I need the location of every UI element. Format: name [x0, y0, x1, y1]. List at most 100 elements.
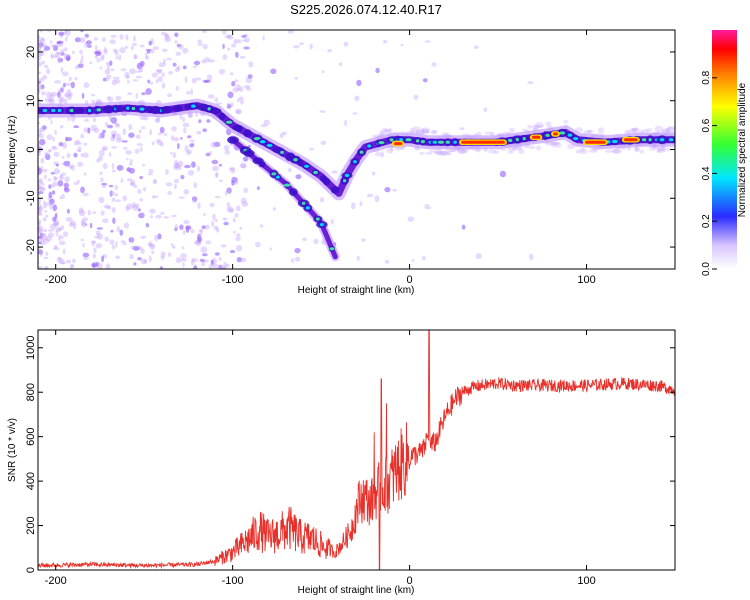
- noise-speckle: [127, 92, 133, 96]
- noise-speckle: [386, 148, 394, 154]
- noise-speckle: [440, 151, 447, 157]
- noise-speckle: [240, 197, 247, 205]
- noise-speckle: [154, 118, 160, 123]
- noise-speckle: [612, 148, 622, 154]
- noise-speckle: [54, 129, 57, 135]
- noise-speckle: [124, 71, 130, 79]
- noise-speckle: [180, 174, 185, 180]
- noise-speckle: [68, 164, 74, 169]
- noise-speckle: [42, 228, 48, 233]
- noise-speckle: [597, 127, 605, 133]
- noise-speckle: [215, 171, 219, 178]
- noise-speckle: [430, 130, 438, 135]
- noise-speckle: [48, 191, 53, 199]
- noise-speckle: [172, 62, 177, 67]
- noise-speckle: [39, 138, 46, 146]
- colorbar: 0.0 0.2 0.4 0.6 0.8 Normalized spectral ampl…: [701, 30, 748, 276]
- noise-speckle: [151, 141, 155, 146]
- noise-speckle: [89, 61, 93, 65]
- noise-speckle: [185, 225, 192, 230]
- noise-speckle: [197, 42, 203, 46]
- noise-speckle: [134, 55, 137, 60]
- noise-speckle: [416, 131, 425, 135]
- noise-speckle: [654, 125, 664, 132]
- noise-speckle: [79, 209, 86, 217]
- noise-speckle: [140, 146, 143, 153]
- noise-speckle: [43, 256, 49, 260]
- noise-speckle: [38, 207, 41, 211]
- noise-speckle: [142, 163, 145, 167]
- noise-speckle: [61, 193, 65, 200]
- noise-speckle: [202, 79, 209, 83]
- noise-speckle: [528, 145, 536, 150]
- noise-speckle: [38, 228, 43, 234]
- noise-speckle: [111, 197, 116, 202]
- noise-speckle: [93, 128, 100, 133]
- noise-speckle: [225, 263, 230, 268]
- noise-speckle: [65, 56, 71, 61]
- noise-speckle: [175, 162, 179, 169]
- noise-speckle: [200, 246, 208, 253]
- ridge-core: [266, 143, 273, 148]
- ridge-core: [378, 141, 385, 145]
- noise-speckle: [493, 150, 499, 155]
- x-tick-label: -200: [45, 274, 67, 286]
- noise-speckle: [330, 218, 334, 225]
- noise-speckle: [59, 49, 65, 53]
- noise-speckle: [38, 249, 43, 255]
- noise-speckle: [87, 127, 91, 134]
- noise-speckle: [419, 151, 425, 156]
- noise-speckle: [240, 98, 244, 105]
- noise-speckle: [125, 205, 130, 212]
- noise-speckle: [80, 186, 85, 194]
- noise-speckle: [84, 118, 89, 122]
- noise-speckle: [65, 259, 72, 264]
- noise-speckle: [290, 258, 295, 263]
- noise-speckle: [58, 234, 61, 242]
- noise-speckle: [155, 214, 162, 219]
- ridge-blob: [289, 188, 298, 196]
- noise-speckle: [240, 257, 247, 263]
- noise-speckle: [631, 129, 638, 133]
- noise-speckle: [263, 119, 270, 126]
- noise-speckle: [45, 214, 49, 218]
- noise-speckle: [122, 195, 127, 202]
- ridge-core: [191, 104, 196, 108]
- y-tick-label: 0: [25, 567, 37, 573]
- noise-speckle: [147, 79, 151, 84]
- noise-speckle: [110, 68, 115, 72]
- noise-speckle: [38, 39, 42, 45]
- noise-speckle: [666, 147, 672, 152]
- noise-speckle: [231, 81, 236, 87]
- noise-speckle: [57, 57, 64, 63]
- noise-speckle: [149, 240, 153, 247]
- colorbar-tick-label: 0.0: [701, 262, 712, 276]
- noise-speckle: [125, 150, 132, 155]
- noise-speckle: [80, 219, 84, 226]
- noise-speckle: [227, 35, 234, 40]
- noise-speckle: [227, 47, 231, 51]
- noise-speckle: [218, 264, 223, 269]
- noise-speckle: [38, 179, 43, 185]
- noise-speckle: [76, 179, 80, 183]
- noise-speckle: [171, 126, 177, 132]
- noise-speckle: [177, 44, 184, 50]
- noise-speckle: [59, 196, 63, 200]
- noise-speckle: [206, 119, 211, 123]
- noise-speckle: [187, 135, 192, 139]
- noise-speckle: [429, 149, 435, 153]
- noise-speckle: [499, 170, 506, 178]
- ridge-core: [359, 150, 364, 154]
- noise-speckle: [95, 243, 103, 249]
- noise-speckle: [356, 255, 360, 261]
- ridge-core: [57, 108, 62, 113]
- noise-speckle: [205, 152, 211, 157]
- noise-speckle: [203, 213, 206, 216]
- noise-speckle: [101, 185, 106, 188]
- noise-speckle: [54, 176, 59, 181]
- noise-speckle: [100, 55, 104, 62]
- y-tick-label: 800: [25, 383, 37, 401]
- noise-speckle: [287, 168, 292, 173]
- snr-series-line: [38, 330, 675, 570]
- noise-speckle: [239, 56, 246, 59]
